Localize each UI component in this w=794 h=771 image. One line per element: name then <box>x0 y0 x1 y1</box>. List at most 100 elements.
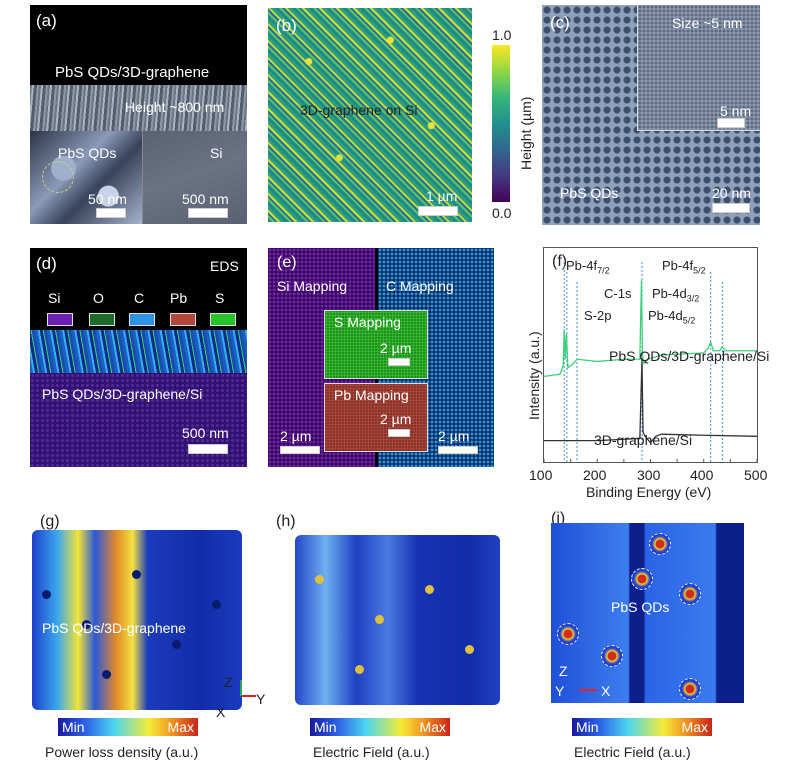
scale-bar <box>712 203 750 213</box>
pb-mapping-label: Pb Mapping <box>334 387 409 403</box>
x-tick-200: 200 <box>583 467 607 483</box>
qd-dot <box>375 615 384 624</box>
qd-dot <box>102 670 111 679</box>
panel-a-title: PbS QDs/3D-graphene <box>55 64 210 81</box>
qd-dot <box>355 665 364 674</box>
axis-y: Y <box>256 691 266 707</box>
panel-label-h: (h) <box>276 513 296 530</box>
legend-o: O <box>93 290 104 306</box>
inset-scale-bar <box>717 118 745 128</box>
colorbar-max: 1.0 <box>492 27 512 43</box>
colorbar-min: Min <box>314 719 337 735</box>
legend-pb: Pb <box>170 290 188 306</box>
panel-a-sem-image: (a) PbS QDs/3D-graphene Height ~800 nm P… <box>30 5 247 224</box>
graphene-layer <box>30 85 247 131</box>
annot-pb4d52: Pb-4d5/2 <box>648 308 696 326</box>
inset-scale-text: 5 nm <box>720 103 752 119</box>
panel-g-title: PbS QDs/3D-graphene <box>42 620 186 636</box>
scale-bar <box>188 444 228 454</box>
si-scale-text: 2 µm <box>280 428 312 444</box>
pb-mapping <box>324 383 428 452</box>
axis-y: Y <box>555 683 565 699</box>
qd-dot <box>42 590 51 599</box>
legend-c: C <box>134 290 145 306</box>
panel-label-g: (g) <box>40 513 60 530</box>
eds-graphene-layer <box>30 330 247 373</box>
series-label-graphene: 3D-graphene/Si <box>594 432 693 448</box>
qd-circle-marker <box>42 161 74 193</box>
panel-label-e: (e) <box>277 254 297 271</box>
colorbar-min: 0.0 <box>492 205 512 221</box>
hrtem-inset <box>637 5 760 131</box>
substrate-label: Si <box>210 145 223 161</box>
panel-d-title: PbS QDs/3D-graphene/Si <box>42 386 203 402</box>
colorbar-min: Min <box>576 719 599 735</box>
annot-pb4d32: Pb-4d3/2 <box>652 286 700 304</box>
eds-si-substrate <box>30 373 247 467</box>
legend-swatch-si <box>47 313 73 326</box>
si-mapping-label: Si Mapping <box>277 278 348 294</box>
xps-plot-frame: PbS QDs/3D-graphene/Si 3D-graphene/Si Pb… <box>543 247 769 463</box>
height-label: Height ~800 nm <box>125 99 225 115</box>
x-arrow-icon <box>579 689 597 691</box>
panel-label-c: (c) <box>550 13 570 32</box>
qd-dot <box>82 620 91 629</box>
panel-label-i: (i) <box>551 510 566 527</box>
caption-g: Power loss density (a.u.) <box>45 744 199 760</box>
c-mapping-label: C Mapping <box>386 278 454 294</box>
inset-scale-text: 50 nm <box>88 191 127 207</box>
qd-marker <box>557 623 579 645</box>
series-line-graphene <box>544 359 757 444</box>
electric-field-simulation-3d <box>295 535 500 705</box>
xps-spectrum <box>544 262 757 462</box>
electric-field-colorbar-i: Min Max <box>572 718 712 736</box>
legend-swatch-c <box>129 313 155 326</box>
qd-dot <box>425 585 434 594</box>
x-tick-300: 300 <box>637 467 661 483</box>
panel-label-a: (a) <box>36 11 57 30</box>
size-label: Size ~5 nm <box>672 15 743 31</box>
x-tick-400: 400 <box>690 467 714 483</box>
power-loss-simulation: PbS QDs/3D-graphene <box>32 530 242 710</box>
inset-label: PbS QDs <box>58 145 117 161</box>
qd-dot <box>212 600 221 609</box>
scale-bar <box>418 206 458 216</box>
s-scale-text: 2 µm <box>380 340 412 356</box>
x-axis-label: Binding Energy (eV) <box>586 484 712 500</box>
qd-marker <box>601 645 623 667</box>
electric-field-simulation-2d: PbS QDs Z Y X <box>551 523 744 703</box>
qd-marker <box>679 583 701 605</box>
eds-label: EDS <box>210 258 239 274</box>
axis-z: Z <box>559 663 568 679</box>
qd-dot <box>172 640 181 649</box>
power-loss-colorbar: Min Max <box>58 718 198 736</box>
panel-label-d: (d) <box>36 254 57 273</box>
qd-marker <box>679 678 701 700</box>
qd-dot <box>132 570 141 579</box>
colorbar-label: Height (µm) <box>518 96 534 170</box>
scale-bar <box>188 208 228 218</box>
scale-text: 500 nm <box>182 425 229 441</box>
panel-c-tem-image: (c) Size ~5 nm 5 nm PbS QDs 20 nm <box>542 5 760 225</box>
scale-text: 500 nm <box>182 191 229 207</box>
panel-b-afm-image: (b) 3D-graphene on Si 1 µm <box>268 8 472 222</box>
si-scale-bar <box>280 446 320 454</box>
panel-i-title: PbS QDs <box>611 599 670 615</box>
series-line-pbs <box>544 280 757 378</box>
panel-c-title: PbS QDs <box>560 185 619 201</box>
electric-field-colorbar-h: Min Max <box>310 718 450 736</box>
s-mapping-label: S Mapping <box>334 314 401 330</box>
annot-pb4f52: Pb-4f5/2 <box>662 258 706 276</box>
c-scale-text: 2 µm <box>438 428 470 444</box>
caption-h: Electric Field (a.u.) <box>313 744 430 760</box>
panel-d-eds-image: (d) EDS Si O C Pb S PbS QDs/3D-graphene/… <box>30 248 247 467</box>
qd-dot <box>465 645 474 654</box>
legend-s: S <box>215 290 225 306</box>
panel-e-mapping: (e) Si Mapping C Mapping S Mapping 2 µm … <box>268 248 494 467</box>
height-colorbar <box>492 45 510 202</box>
z-arrow-icon <box>240 680 242 696</box>
legend-swatch-o <box>89 313 115 326</box>
panel-label-b: (b) <box>276 16 297 35</box>
inset-scale-bar <box>96 208 126 218</box>
panel-label-f: (f) <box>552 253 568 270</box>
